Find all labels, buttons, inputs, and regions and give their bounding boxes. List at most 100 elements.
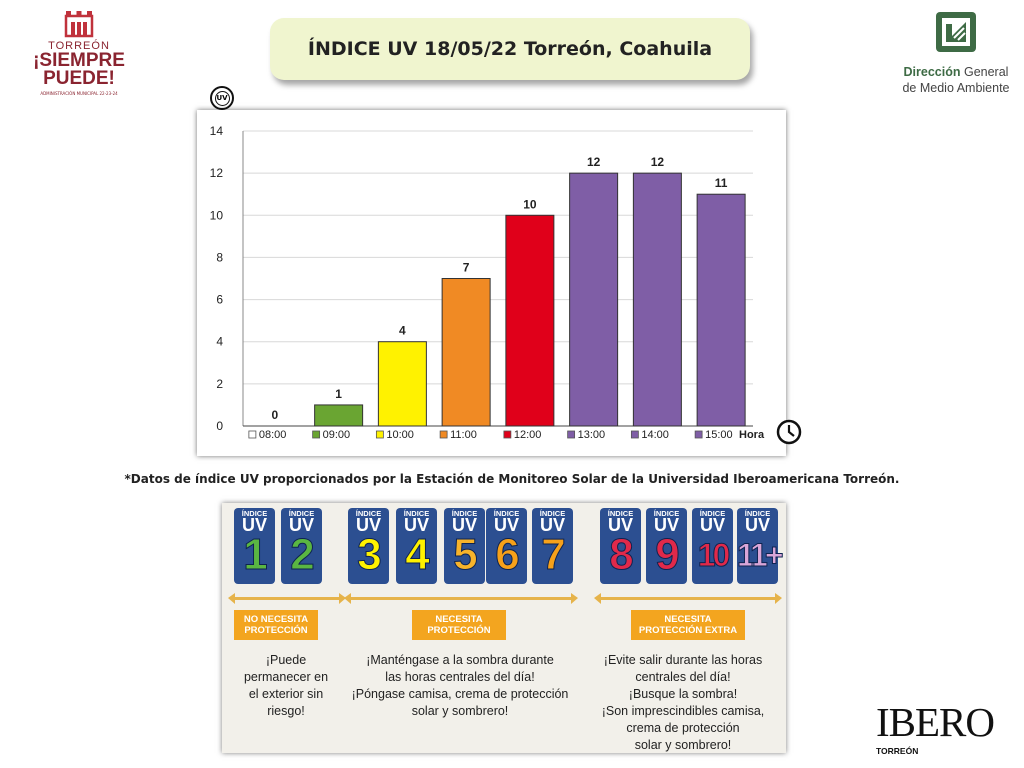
bar — [569, 172, 619, 427]
tile-uv: UV — [539, 515, 565, 535]
legend-label: 09:00 — [323, 429, 351, 441]
uv-level-tile: ÍNDICE UV 7 — [532, 508, 573, 584]
source-note: *Datos de índice UV proporcionados por l… — [124, 472, 900, 486]
range-arrow-medium — [344, 593, 578, 604]
tile-uv: UV — [288, 515, 314, 535]
tile-value: 4 — [405, 530, 430, 579]
tile-uv: UV — [403, 515, 429, 535]
uv-level-tile: ÍNDICE UV 1 — [234, 508, 275, 584]
y-tick-label: 12 — [210, 166, 224, 180]
title-banner: ÍNDICE UV 18/05/22 Torreón, Coahuila — [270, 18, 750, 80]
tile-uv: UV — [493, 515, 519, 535]
tile-label: ÍNDICE — [653, 509, 680, 518]
legend-label: 10:00 — [386, 429, 414, 441]
tag-protection: NECESITA PROTECCIÓN — [412, 610, 506, 640]
bar — [632, 172, 682, 427]
data-label: 4 — [399, 324, 406, 338]
tile-label: ÍNDICE — [403, 509, 430, 518]
tile-label: ÍNDICE — [539, 509, 566, 518]
tile-label: ÍNDICE — [355, 509, 382, 518]
logo-slogan-2: PUEDE! — [43, 68, 115, 89]
desc-extra-protection: ¡Evite salir durante las horas centrales… — [601, 653, 765, 752]
uv-level-tile: ÍNDICE UV 6 — [486, 508, 527, 584]
torreon-logo: TORREÓN ¡SIEMPRE PUEDE! ADMINISTRACIÓN M… — [24, 8, 134, 116]
castle-icon — [64, 11, 94, 38]
medio-ambiente-logo: Dirección General de Medio Ambiente — [898, 8, 1014, 96]
bar — [505, 214, 555, 427]
logo-city: TORREÓN — [48, 40, 110, 52]
tile-uv: UV — [744, 515, 770, 535]
bar — [696, 193, 746, 427]
legend-label: 12:00 — [514, 429, 542, 441]
clock-icon — [776, 419, 802, 445]
data-label: 7 — [463, 261, 470, 275]
data-label: 12 — [587, 155, 601, 169]
legend-label: 13:00 — [578, 429, 606, 441]
tile-uv: UV — [451, 515, 477, 535]
y-tick-label: 4 — [216, 335, 223, 349]
tile-value: 10 — [697, 537, 731, 574]
uv-bar-chart: 0 2 4 6 8 10 12 14 0 08:00 1 09:00 4 10:00 7 11:00 10 12:… — [197, 110, 786, 456]
data-label: 0 — [272, 408, 279, 422]
legend-label: 15:00 — [705, 429, 733, 441]
data-label: 11 — [715, 176, 728, 190]
uv-level-tile: ÍNDICE UV 2 — [281, 508, 322, 584]
dma-name: Dirección General de Medio Ambiente — [902, 65, 1010, 95]
legend-swatch — [375, 430, 384, 439]
legend-label: 14:00 — [641, 429, 669, 441]
tile-label: ÍNDICE — [744, 509, 771, 518]
tile-uv: UV — [607, 515, 633, 535]
data-label: 1 — [335, 387, 342, 401]
y-tick-label: 10 — [210, 208, 224, 222]
uv-level-tile: ÍNDICE UV 9 — [646, 508, 687, 584]
y-tick-label: 2 — [216, 377, 223, 391]
uv-scale-panel: NO NECESITA PROTECCIÓN NECESITA PROTECCI… — [222, 503, 786, 753]
legend-label: 08:00 — [259, 429, 287, 441]
legend-swatch — [567, 430, 576, 439]
tile-label: ÍNDICE — [699, 509, 726, 518]
bar — [314, 404, 364, 427]
bar — [377, 341, 427, 427]
tile-uv: UV — [699, 515, 725, 535]
data-label: 10 — [523, 197, 537, 211]
tile-label: ÍNDICE — [288, 509, 315, 518]
tile-label: ÍNDICE — [607, 509, 634, 518]
tile-value: 5 — [453, 530, 478, 579]
tile-value: 8 — [609, 530, 634, 579]
data-label: 12 — [651, 155, 665, 169]
tile-value: 1 — [243, 530, 268, 579]
uv-level-tile: ÍNDICE UV 3 — [348, 508, 389, 584]
tile-uv: UV — [653, 515, 679, 535]
tag-no-protection: NO NECESITA PROTECCIÓN — [234, 610, 318, 640]
tile-value: 7 — [541, 530, 566, 579]
page-title: ÍNDICE UV 18/05/22 Torreón, Coahuila — [307, 38, 713, 60]
tile-value: 2 — [290, 530, 315, 579]
uv-icon: UV — [210, 86, 234, 110]
range-arrow-low — [228, 593, 346, 604]
uv-level-tile: ÍNDICE UV 10 — [692, 508, 733, 584]
uv-level-tile: ÍNDICE UV 4 — [396, 508, 437, 584]
legend-swatch — [630, 430, 639, 439]
ibero-wordmark: IBERO — [876, 699, 995, 745]
tile-label: ÍNDICE — [241, 509, 268, 518]
tag-extra-protection: NECESITA PROTECCIÓN EXTRA — [631, 610, 745, 640]
tile-value: 9 — [655, 530, 680, 579]
tile-uv: UV — [241, 515, 267, 535]
y-tick-label: 8 — [216, 250, 223, 264]
x-axis-title: Hora — [739, 429, 765, 441]
ibero-logo: IBERO TORREÓN — [876, 699, 995, 757]
logo-administration: ADMINISTRACIÓN MUNICIPAL 22-23-24 — [40, 91, 118, 96]
tile-value: 3 — [357, 530, 382, 579]
tile-label: ÍNDICE — [451, 509, 478, 518]
legend-swatch — [694, 430, 703, 439]
legend-swatch — [312, 430, 321, 439]
y-tick-label: 6 — [216, 293, 223, 307]
tile-value: 6 — [495, 530, 520, 579]
desc-no-protection: ¡Puede permanecer en el exterior sin rie… — [243, 653, 329, 718]
tile-value: 11+ — [737, 537, 785, 574]
y-tick-label: 0 — [216, 419, 223, 433]
legend-swatch — [503, 430, 512, 439]
leaf-emblem-icon — [936, 12, 976, 52]
ibero-campus: TORREÓN — [876, 746, 919, 756]
bar — [441, 278, 491, 427]
